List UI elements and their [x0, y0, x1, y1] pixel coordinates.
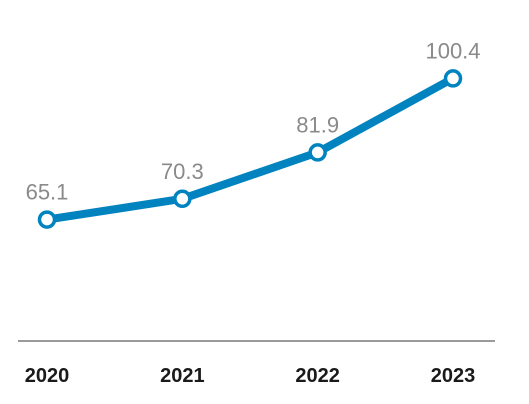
- data-point-2022: [308, 143, 327, 162]
- data-label-2020: 65.1: [26, 180, 69, 205]
- x-tick-labels: 2020 2021 2022 2023: [25, 365, 476, 387]
- data-labels: 65.1 70.3 81.9 100.4: [26, 38, 481, 204]
- data-point-2021: [173, 189, 192, 209]
- data-point-2023: [443, 69, 463, 88]
- data-points: [37, 69, 463, 229]
- data-point-2020: [37, 210, 57, 229]
- data-label-2021: 70.3: [161, 159, 204, 184]
- x-tick-label-2021: 2021: [160, 365, 205, 387]
- x-tick-label-2020: 2020: [25, 365, 70, 387]
- data-label-2023: 100.4: [425, 38, 480, 63]
- series-line: [43, 74, 457, 224]
- data-label-2022: 81.9: [296, 112, 339, 137]
- x-tick-label-2023: 2023: [431, 365, 476, 387]
- x-tick-label-2022: 2022: [295, 365, 340, 387]
